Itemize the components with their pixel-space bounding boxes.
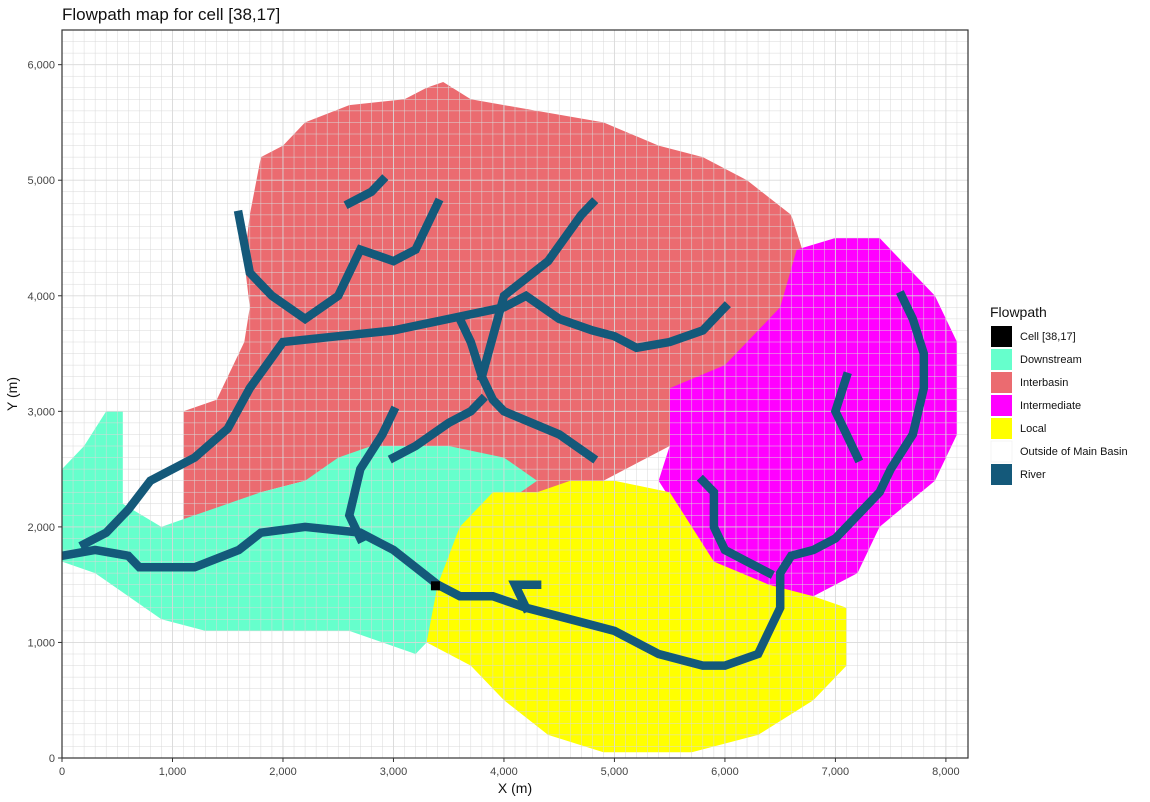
river-segment xyxy=(696,474,775,579)
river-network xyxy=(62,174,929,670)
river-segment xyxy=(233,197,444,325)
river-segment xyxy=(431,290,929,670)
legend-label: River xyxy=(1020,469,1046,481)
target-cell xyxy=(430,581,440,591)
legend-label: Cell [38,17] xyxy=(1020,331,1076,343)
legend-label: Outside of Main Basin xyxy=(1020,446,1128,458)
x-tick-label: 8,000 xyxy=(932,766,960,778)
river-segment xyxy=(62,522,444,591)
y-tick-label: 4,000 xyxy=(27,291,55,303)
river-segment xyxy=(343,174,389,210)
x-tick-label: 7,000 xyxy=(822,766,850,778)
y-tick-label: 2,000 xyxy=(27,522,55,534)
y-tick-label: 1,000 xyxy=(27,637,55,649)
y-tick-label: 5,000 xyxy=(27,175,55,187)
x-tick-label: 3,000 xyxy=(380,766,408,778)
x-tick-label: 1,000 xyxy=(159,766,187,778)
river-segment xyxy=(830,371,864,464)
legend-label: Intermediate xyxy=(1020,400,1081,412)
y-tick-label: 0 xyxy=(49,753,55,765)
region-intermediate xyxy=(658,238,957,597)
y-tick-label: 3,000 xyxy=(27,406,55,418)
chart-title: Flowpath map for cell [38,17] xyxy=(62,5,280,24)
legend: Flowpath Cell [38,17] Downstream Interbasi… xyxy=(990,304,1128,485)
river-segment xyxy=(476,197,599,382)
legend-swatch xyxy=(991,418,1012,439)
x-tick-label: 6,000 xyxy=(711,766,739,778)
x-tick-label: 5,000 xyxy=(601,766,629,778)
legend-swatch xyxy=(991,349,1012,370)
x-tick-label: 4,000 xyxy=(490,766,518,778)
plot-border xyxy=(61,29,969,759)
legend-label: Interbasin xyxy=(1020,377,1068,389)
x-tick-label: 0 xyxy=(59,766,65,778)
river-segment xyxy=(508,580,542,614)
river-segment xyxy=(387,393,488,464)
legend-swatch xyxy=(991,464,1012,485)
legend-swatch xyxy=(991,395,1012,416)
river-segment xyxy=(78,290,731,550)
river-segment xyxy=(454,313,599,464)
cell-marker xyxy=(430,581,440,591)
legend-swatch xyxy=(990,440,1013,463)
legend-swatch xyxy=(991,372,1012,393)
x-tick-label: 2,000 xyxy=(269,766,297,778)
legend-label: Local xyxy=(1020,423,1046,435)
x-axis-ticks: 0 1,000 2,000 3,000 4,000 5,000 6,000 7,000 8,00… xyxy=(59,758,960,778)
legend-label: Downstream xyxy=(1020,354,1082,366)
legend-swatch xyxy=(991,326,1012,347)
region-downstream xyxy=(62,411,538,654)
y-tick-label: 6,000 xyxy=(27,60,55,72)
y-axis-ticks: 0 1,000 2,000 3,000 4,000 5,000 6,000 xyxy=(27,60,62,765)
y-axis-title: Y (m) xyxy=(4,377,20,411)
river-segment xyxy=(344,405,400,545)
legend-title: Flowpath xyxy=(990,304,1047,320)
x-axis-title: X (m) xyxy=(498,780,532,796)
